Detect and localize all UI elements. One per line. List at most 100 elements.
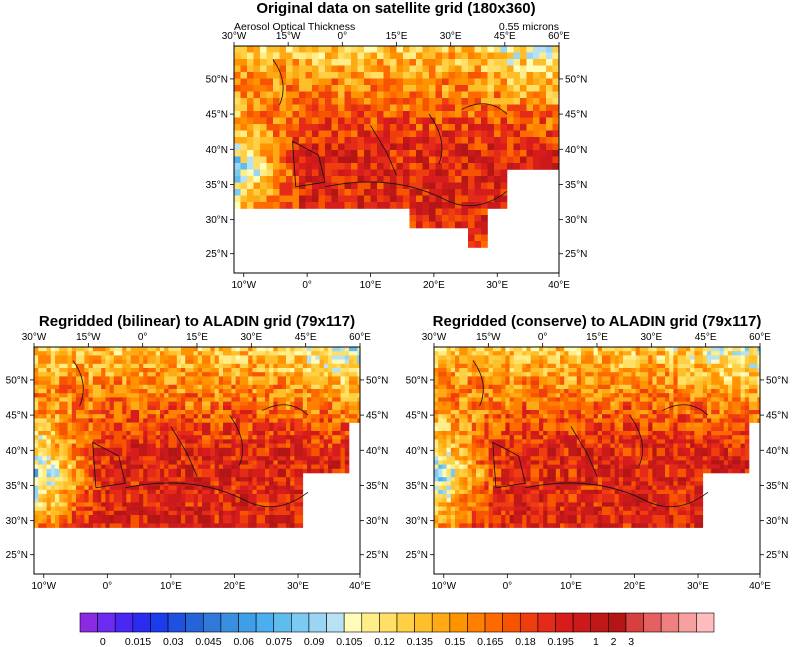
aot-cell	[160, 380, 165, 386]
aot-cell	[476, 355, 481, 360]
aot-cell	[130, 368, 136, 373]
aot-cell	[266, 195, 274, 203]
aot-cell	[130, 355, 136, 360]
aot-cell	[139, 481, 144, 486]
aot-cell	[338, 176, 345, 183]
aot-cell	[55, 435, 60, 440]
aot-cell	[34, 351, 39, 356]
aot-cell	[160, 372, 165, 377]
aot-cell	[298, 418, 304, 423]
aot-cell	[442, 215, 449, 222]
aot-cell	[336, 464, 341, 470]
aot-cell	[526, 85, 534, 92]
aot-cell	[227, 506, 232, 512]
aot-cell	[260, 372, 266, 377]
aot-cell	[474, 228, 482, 235]
aot-cell	[298, 468, 304, 474]
aot-cell	[84, 506, 89, 512]
aot-cell	[206, 351, 211, 356]
aot-cell	[38, 435, 43, 440]
aot-cell	[269, 389, 274, 394]
aot-cell	[273, 418, 278, 423]
aot-cell	[260, 468, 266, 474]
aot-cell	[448, 124, 456, 131]
aot-cell	[331, 189, 339, 196]
aot-cell	[197, 368, 203, 373]
aot-cell	[126, 473, 131, 478]
aot-cell	[234, 52, 241, 60]
bottom-lon-tick-label: 10°E	[160, 581, 182, 592]
aot-cell	[122, 363, 127, 369]
aot-cell	[576, 347, 582, 352]
aot-cell	[139, 468, 144, 474]
aot-cell	[513, 72, 521, 79]
aot-cell	[319, 456, 325, 461]
aot-cell	[277, 384, 283, 390]
aot-cell	[172, 351, 178, 356]
aot-cell	[197, 359, 203, 365]
data-cells	[34, 347, 360, 528]
aot-cell	[422, 208, 430, 216]
aot-cell	[210, 447, 215, 453]
aot-cell	[732, 359, 737, 365]
aot-cell	[435, 72, 443, 79]
aot-cell	[290, 401, 295, 407]
aot-cell	[130, 523, 136, 528]
aot-cell	[92, 431, 98, 436]
aot-cell	[318, 202, 326, 209]
aot-cell	[656, 351, 662, 356]
aot-cell	[139, 426, 144, 432]
aot-cell	[328, 464, 333, 470]
aot-cell	[332, 460, 337, 465]
aot-cell	[160, 498, 165, 503]
aot-cell	[273, 124, 280, 131]
aot-cell	[403, 163, 410, 170]
aot-cell	[206, 439, 211, 444]
aot-cell	[364, 169, 371, 177]
aot-cell	[130, 347, 136, 352]
aot-cell	[80, 435, 85, 440]
aot-cell	[168, 456, 173, 461]
aot-cell	[446, 368, 452, 373]
aot-cell	[260, 85, 267, 92]
aot-cell	[266, 124, 274, 131]
aot-cell	[176, 485, 182, 491]
aot-cell	[84, 456, 89, 461]
aot-cell	[488, 351, 494, 356]
aot-cell	[526, 355, 531, 360]
aot-cell	[429, 117, 436, 125]
aot-cell	[210, 376, 215, 381]
aot-cell	[396, 137, 404, 144]
aot-cell	[223, 422, 228, 428]
aot-cell	[88, 359, 94, 365]
aot-cell	[560, 355, 565, 360]
aot-cell	[520, 143, 527, 151]
aot-cell	[76, 380, 81, 386]
aot-cell	[134, 372, 140, 377]
aot-cell	[122, 456, 127, 461]
aot-cell	[673, 355, 678, 360]
aot-cell	[468, 137, 475, 144]
aot-cell	[63, 523, 68, 528]
aot-cell	[118, 464, 123, 470]
aot-cell	[218, 485, 224, 491]
aot-cell	[277, 410, 283, 415]
aot-cell	[34, 439, 39, 444]
aot-cell	[438, 355, 443, 360]
aot-cell	[277, 422, 283, 428]
aot-cell	[442, 111, 449, 118]
aot-cell	[552, 91, 559, 99]
aot-cell	[290, 460, 295, 465]
aot-cell	[256, 426, 262, 432]
aot-cell	[234, 46, 241, 53]
aot-cell	[50, 405, 56, 411]
aot-cell	[244, 473, 249, 478]
aot-cell	[240, 72, 248, 79]
aot-cell	[494, 78, 501, 86]
data-cells	[234, 46, 559, 248]
aot-cell	[494, 176, 501, 183]
aot-cell	[181, 426, 186, 432]
aot-cell	[143, 355, 148, 360]
aot-cell	[518, 355, 523, 360]
aot-cell	[113, 414, 119, 419]
